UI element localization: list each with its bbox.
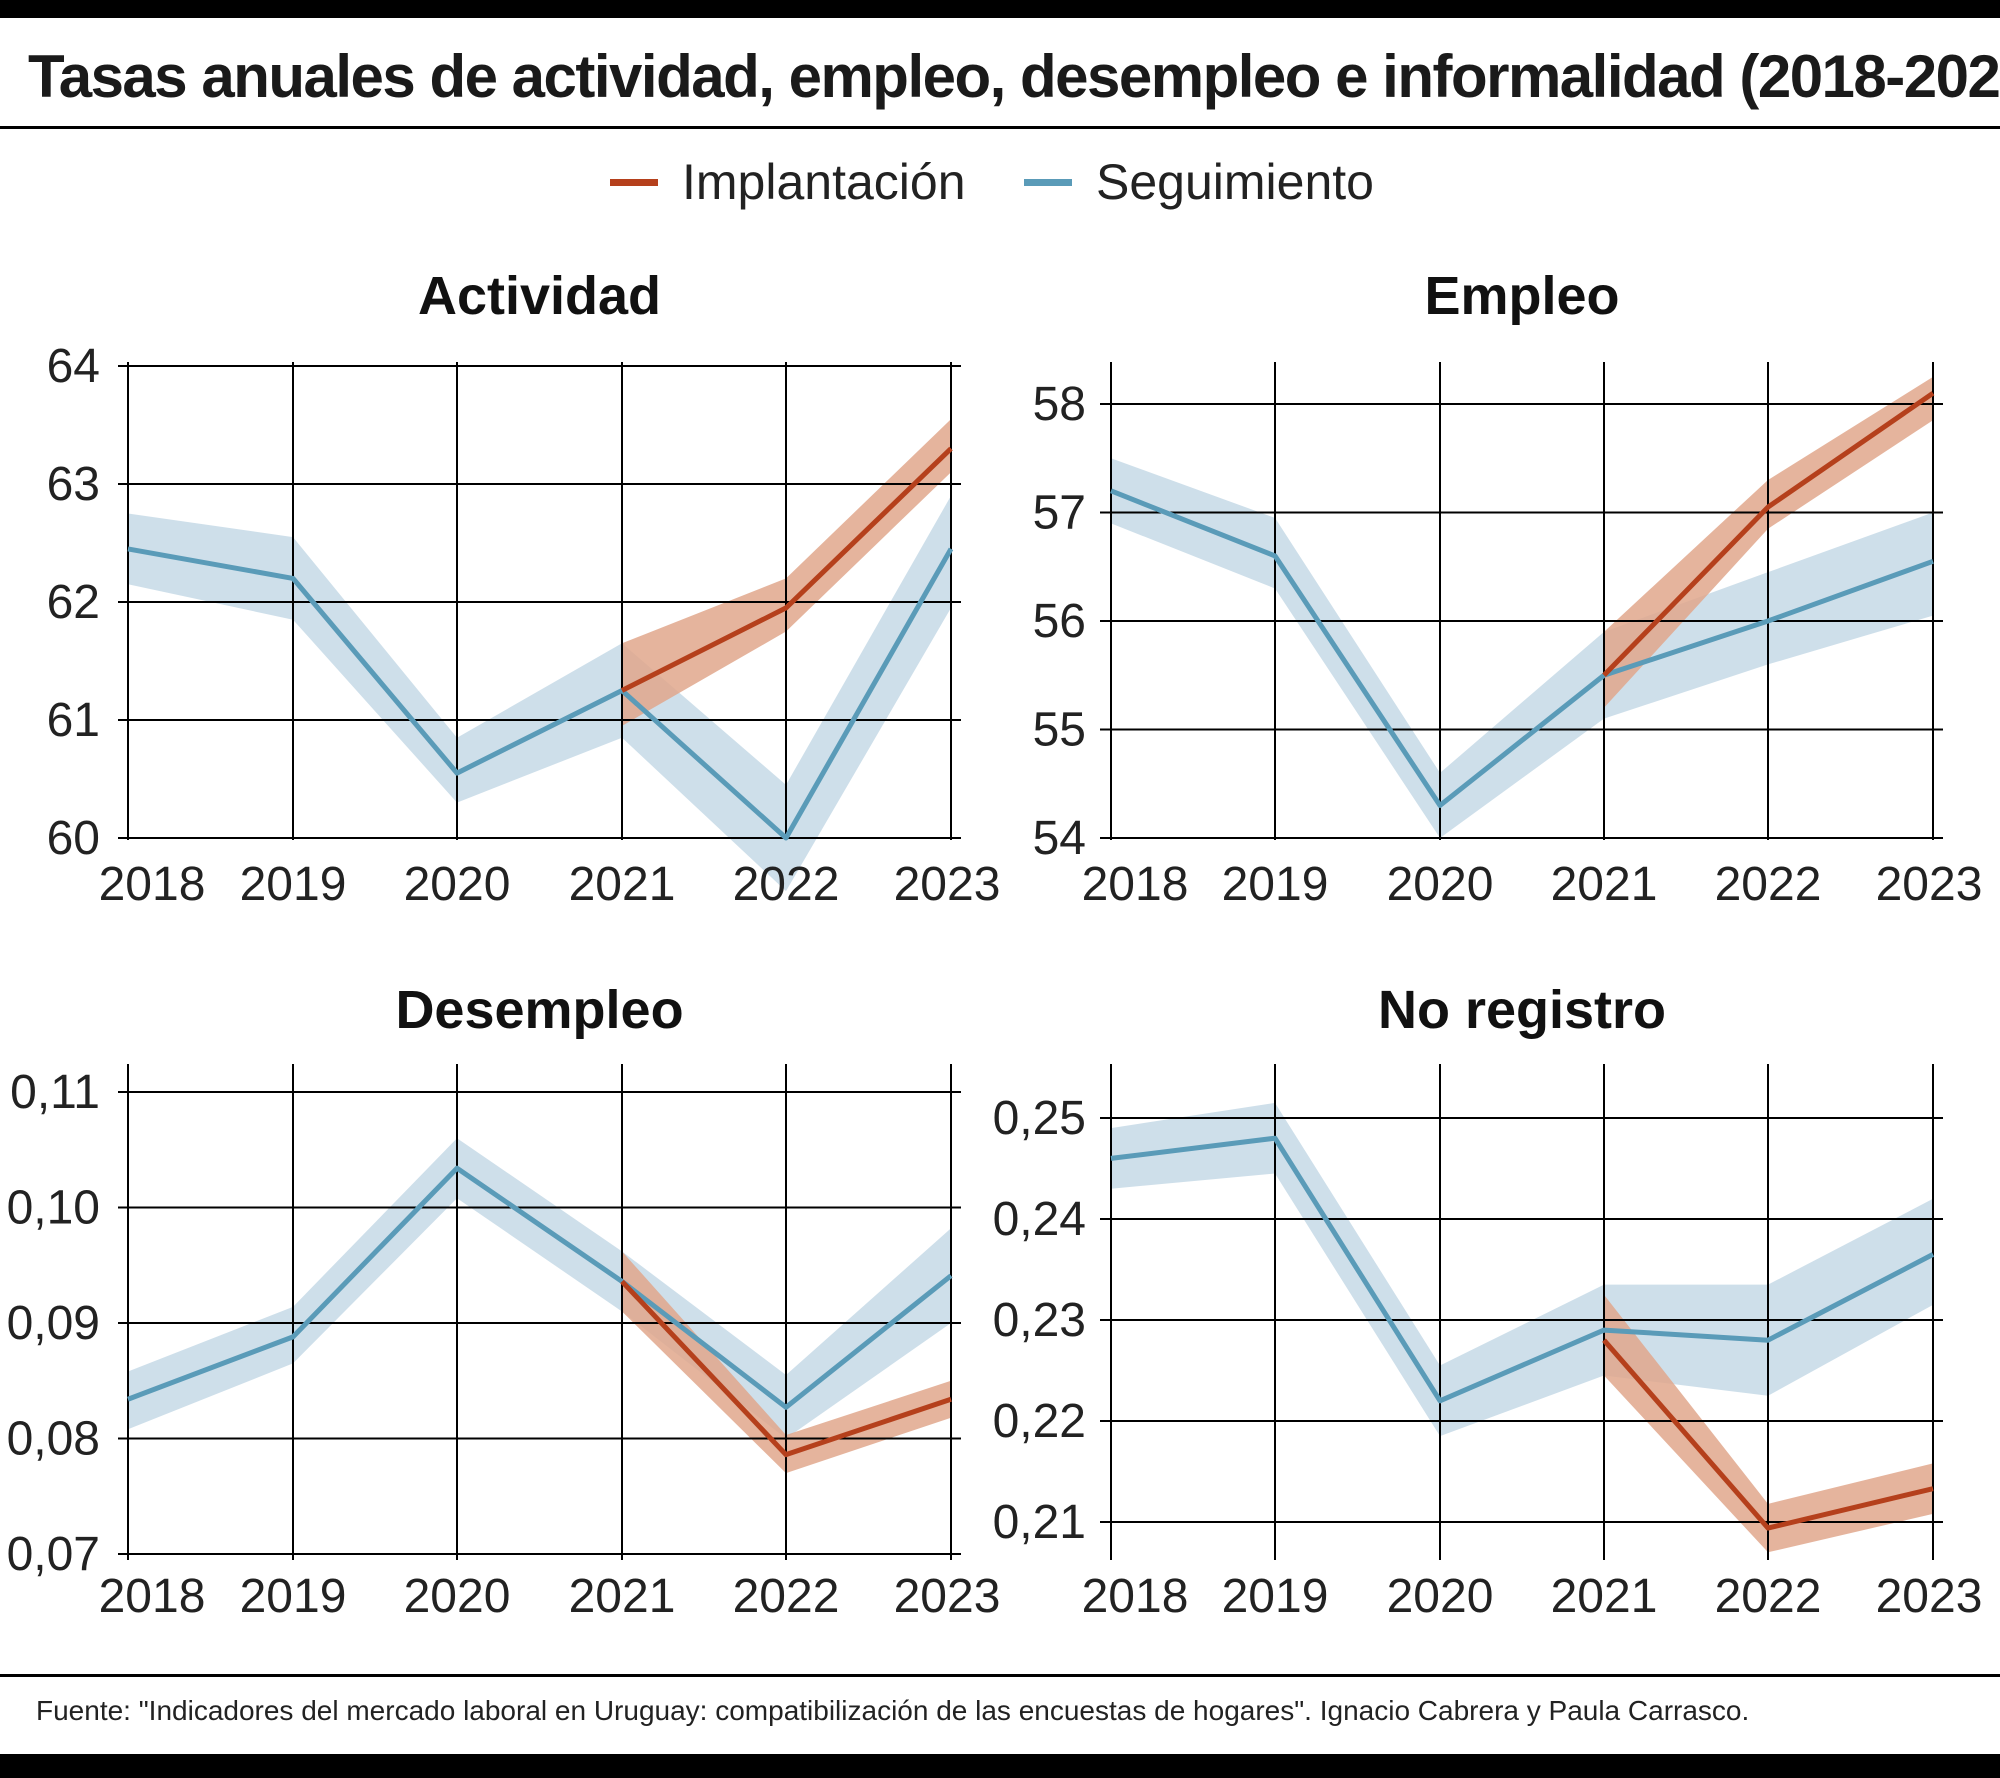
chart-empleo: Empleo 54 55 56 57 58 2018 2019 2020 2021 2022 2023	[1033, 266, 1983, 911]
source-note: Fuente: "Indicadores del mercado laboral…	[36, 1695, 1750, 1726]
legend: Implantación Seguimiento	[0, 152, 2000, 212]
series-line-seguimiento-actividad	[127, 546, 954, 841]
ytick-label-no-registro: 0,24	[993, 1193, 1086, 1246]
xtick-label-actividad: 2021	[569, 858, 676, 911]
band-seguimiento-desempleo	[128, 1138, 951, 1439]
xtick-label-empleo: 2019	[1222, 858, 1329, 911]
page-title: Tasas anuales de actividad, empleo, dese…	[28, 43, 2000, 110]
band-seguimiento-no-registro	[1111, 1102, 1933, 1437]
top-bar	[0, 0, 2000, 18]
source-divider	[0, 1674, 2000, 1677]
band-implantacion-desempleo	[622, 1251, 951, 1474]
ytick-label-empleo: 54	[1033, 812, 1086, 865]
series-line-implantacion-no-registro	[1602, 1338, 1934, 1531]
chart-actividad: Actividad 60 61 62 63 64 2018 2019 2020 2021 2022 2…	[47, 266, 1001, 911]
ytick-label-no-registro: 0,25	[993, 1092, 1086, 1145]
ytick-label-desempleo: 0,09	[7, 1297, 100, 1350]
ytick-label-desempleo: 0,08	[7, 1413, 100, 1466]
legend-swatch-seguimiento	[1024, 178, 1072, 186]
series-line-implantacion-desempleo	[620, 1279, 952, 1458]
xtick-label-desempleo: 2020	[404, 1570, 511, 1623]
band-implantacion-no-registro	[1604, 1294, 1933, 1553]
ytick-label-empleo: 58	[1033, 378, 1086, 431]
band-seguimiento-actividad	[128, 495, 951, 892]
xtick-label-empleo: 2020	[1387, 858, 1494, 911]
chart-title-actividad: Actividad	[418, 266, 661, 326]
ytick-label-actividad: 61	[47, 694, 100, 747]
title-divider	[0, 126, 2000, 129]
xtick-label-no-registro: 2018	[1082, 1570, 1189, 1623]
ytick-label-actividad: 64	[47, 340, 100, 393]
ytick-label-no-registro: 0,22	[993, 1395, 1086, 1448]
xtick-label-no-registro: 2021	[1551, 1570, 1658, 1623]
legend-label-seguimiento: Seguimiento	[1096, 154, 1374, 210]
xtick-label-desempleo: 2021	[569, 1570, 676, 1623]
xtick-label-desempleo: 2022	[733, 1570, 840, 1623]
xtick-label-no-registro: 2019	[1222, 1570, 1329, 1623]
xtick-label-desempleo: 2018	[99, 1570, 206, 1623]
chart-title-no-registro: No registro	[1378, 980, 1666, 1040]
xtick-label-actividad: 2020	[404, 858, 511, 911]
ytick-label-desempleo: 0,07	[7, 1528, 100, 1581]
series-line-seguimiento-empleo	[1110, 488, 1934, 808]
xtick-label-desempleo: 2019	[240, 1570, 347, 1623]
ytick-label-no-registro: 0,21	[993, 1496, 1086, 1549]
xtick-label-no-registro: 2022	[1715, 1570, 1822, 1623]
xtick-label-actividad: 2023	[894, 858, 1001, 911]
chart-title-empleo: Empleo	[1424, 266, 1619, 326]
legend-swatch-implantacion	[610, 178, 658, 186]
chart-title-desempleo: Desempleo	[395, 980, 683, 1040]
chart-no-registro: No registro 0,21 0,22 0,23 0,24 0,25 2018 2019 2…	[993, 980, 1983, 1623]
xtick-label-empleo: 2023	[1876, 858, 1983, 911]
xtick-label-actividad: 2019	[240, 858, 347, 911]
series-line-implantacion-actividad	[620, 446, 953, 693]
charts-svg: Actividad 60 61 62 63 64 2018 2019 2020 2021 2022 2…	[7, 266, 1983, 1623]
series-line-seguimiento-desempleo	[127, 1165, 953, 1410]
xtick-label-no-registro: 2020	[1387, 1570, 1494, 1623]
legend-item-seguimiento: Seguimiento	[1024, 152, 1374, 212]
ytick-label-empleo: 57	[1033, 487, 1086, 540]
band-seguimiento-empleo	[1111, 458, 1933, 838]
ytick-label-no-registro: 0,23	[993, 1294, 1086, 1347]
legend-item-implantacion: Implantación	[610, 152, 966, 212]
ytick-label-desempleo: 0,10	[7, 1182, 100, 1235]
xtick-label-actividad: 2018	[99, 858, 206, 911]
xtick-label-empleo: 2018	[1082, 858, 1189, 911]
legend-label-implantacion: Implantación	[682, 154, 966, 210]
ytick-label-actividad: 62	[47, 576, 100, 629]
bottom-bar	[0, 1754, 2000, 1778]
series-line-seguimiento-no-registro	[1110, 1135, 1935, 1404]
xtick-label-empleo: 2021	[1551, 858, 1658, 911]
ytick-label-actividad: 63	[47, 458, 100, 511]
xtick-label-actividad: 2022	[733, 858, 840, 911]
xtick-label-empleo: 2022	[1715, 858, 1822, 911]
xtick-label-desempleo: 2023	[894, 1570, 1001, 1623]
ytick-label-desempleo: 0,11	[10, 1066, 100, 1119]
chart-desempleo: Desempleo 0,07 0,08 0,09 0,10 0,11 2018 2019 202…	[7, 980, 1001, 1623]
ytick-label-actividad: 60	[47, 812, 100, 865]
ytick-label-empleo: 56	[1033, 595, 1086, 648]
series-line-implantacion-empleo	[1602, 391, 1935, 677]
ytick-label-empleo: 55	[1033, 704, 1086, 757]
band-implantacion-empleo	[1604, 376, 1933, 708]
xtick-label-no-registro: 2023	[1876, 1570, 1983, 1623]
